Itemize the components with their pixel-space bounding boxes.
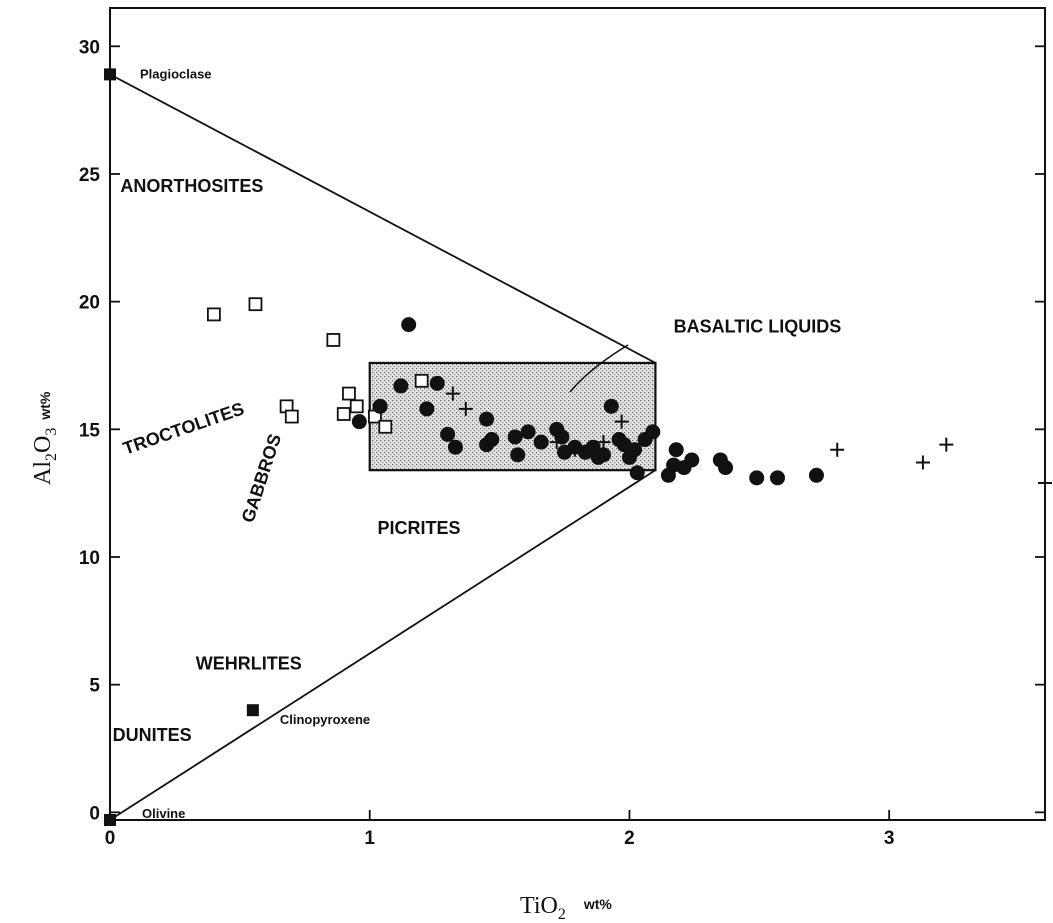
data-point-circle	[429, 375, 445, 391]
basaltic-liquids-leader	[569, 344, 629, 393]
data-point-circle	[440, 426, 456, 442]
data-point-circle	[372, 398, 388, 414]
data-point-plus	[939, 437, 954, 452]
y-tick-label: 10	[79, 548, 100, 569]
data-point-plus	[567, 442, 582, 457]
data-point-circle	[749, 470, 765, 486]
field-label: BASALTIC LIQUIDS	[674, 316, 842, 336]
field-label: DUNITES	[113, 725, 192, 745]
data-point-circle	[668, 442, 684, 458]
data-point-circle	[510, 447, 526, 463]
data-point-circle	[603, 398, 619, 414]
data-point-square	[342, 386, 356, 401]
data-point-circle	[520, 424, 536, 440]
data-point-circle	[507, 429, 523, 445]
data-point-plus	[596, 435, 611, 450]
data-point-square	[349, 399, 364, 414]
data-point-circle	[554, 429, 570, 445]
field-boundaries	[109, 73, 656, 821]
plagioclase-tie-line	[109, 73, 656, 364]
data-point-circle	[479, 411, 495, 427]
data-point-plus	[458, 401, 473, 416]
data-point-circle	[447, 439, 463, 455]
data-point-circle	[533, 434, 549, 450]
y-axis-title: Al2O3 wt%	[30, 391, 60, 485]
data-point-circle	[479, 437, 495, 453]
data-point-circle	[401, 317, 417, 333]
data-point-square	[336, 407, 351, 421]
x-tick-label: 0	[105, 828, 116, 849]
x-axis-title: TiO2 wt%	[520, 893, 612, 923]
y-axis-title-mid: O	[30, 436, 56, 453]
data-point-plus	[915, 455, 930, 470]
x-tick-label: 1	[364, 828, 375, 849]
end-member-label: Olivine	[142, 806, 185, 821]
data-point-circle	[627, 442, 643, 458]
end-member-marker	[246, 704, 259, 717]
y-axis-title-sub2: 3	[43, 428, 60, 436]
data-point-plus	[549, 435, 564, 450]
data-point-circle	[351, 414, 367, 430]
data-point-circle	[393, 378, 409, 394]
y-tick-label: 15	[79, 420, 101, 441]
data-point-plus	[830, 442, 845, 457]
y-tick-label: 5	[89, 676, 100, 697]
y-axis-title-main: Al	[30, 461, 56, 485]
x-axis-title-unit: wt%	[583, 896, 613, 912]
x-tick-label: 2	[624, 828, 635, 849]
data-point-square	[326, 333, 341, 347]
data-point-plus	[445, 386, 460, 401]
end-member-marker	[104, 68, 116, 81]
data-point-circle	[808, 467, 824, 483]
y-tick-label: 30	[79, 37, 100, 58]
end-member-marker	[104, 814, 116, 826]
data-point-circle	[595, 447, 611, 463]
y-tick-label: 0	[89, 803, 100, 824]
data-point-square	[206, 307, 221, 322]
end-member-label: Plagioclase	[140, 66, 212, 81]
plot-frame	[109, 7, 1046, 821]
data-point-circle	[419, 401, 435, 417]
data-point-circle	[629, 465, 645, 481]
y-tick-label: 25	[79, 165, 101, 186]
data-point-circle	[645, 424, 661, 440]
x-tick-label: 3	[884, 828, 895, 849]
field-label: ANORTHOSITES	[120, 176, 263, 196]
data-point-circle	[718, 460, 734, 476]
olivine-tie-line	[109, 469, 656, 821]
data-point-square	[378, 419, 393, 434]
x-axis-title-sub: 2	[558, 906, 566, 923]
data-point-square	[414, 373, 429, 388]
data-point-plus	[1038, 475, 1052, 490]
data-point-square	[284, 409, 299, 424]
field-label: GABBROS	[238, 431, 285, 525]
y-axis-title-sub1: 2	[43, 453, 60, 461]
y-tick-label: 20	[79, 293, 100, 314]
data-point-square	[248, 297, 263, 312]
y-axis-title-unit: wt%	[37, 391, 53, 421]
data-point-circle	[769, 470, 785, 486]
field-label: PICRITES	[378, 518, 461, 538]
data-point-circle	[684, 452, 700, 468]
data-point-plus	[614, 414, 629, 429]
end-member-label: Clinopyroxene	[280, 712, 370, 727]
field-label: WEHRLITES	[196, 653, 302, 673]
x-axis-title-main: TiO	[520, 893, 558, 919]
field-label: TROCTOLITES	[120, 398, 246, 458]
data-markers	[104, 68, 1052, 826]
